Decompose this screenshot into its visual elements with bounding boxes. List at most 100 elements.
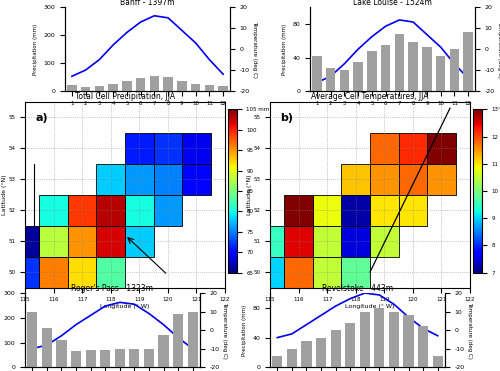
- Bar: [342, 195, 370, 226]
- Bar: [398, 133, 427, 164]
- Title: Average Cell Temperatures, JJA: Average Cell Temperatures, JJA: [311, 92, 429, 101]
- Bar: [56, 340, 66, 367]
- Bar: [182, 164, 210, 195]
- Bar: [96, 257, 125, 288]
- Bar: [256, 226, 284, 257]
- Bar: [158, 335, 168, 367]
- Bar: [40, 195, 68, 226]
- Bar: [360, 312, 370, 367]
- Bar: [125, 195, 154, 226]
- Bar: [71, 351, 81, 367]
- Bar: [96, 195, 125, 226]
- Bar: [154, 133, 182, 164]
- Y-axis label: Latitude (°N): Latitude (°N): [2, 174, 7, 215]
- X-axis label: Longitude (° W): Longitude (° W): [100, 303, 150, 309]
- Bar: [10, 257, 40, 288]
- Bar: [164, 77, 173, 91]
- Y-axis label: Temperature (deg C): Temperature (deg C): [222, 302, 227, 359]
- Bar: [10, 226, 40, 257]
- Bar: [342, 257, 370, 288]
- Bar: [330, 330, 340, 367]
- Bar: [427, 164, 456, 195]
- Bar: [173, 314, 183, 367]
- Bar: [284, 195, 313, 226]
- Bar: [125, 133, 154, 164]
- Bar: [144, 349, 154, 367]
- Bar: [313, 257, 342, 288]
- Bar: [10, 288, 40, 318]
- Bar: [422, 47, 432, 91]
- Bar: [191, 84, 200, 91]
- Bar: [342, 226, 370, 257]
- Y-axis label: Temperature (deg C): Temperature (deg C): [252, 21, 257, 78]
- Text: b): b): [280, 113, 293, 123]
- Bar: [130, 349, 140, 367]
- Text: a): a): [35, 113, 48, 123]
- Bar: [284, 288, 313, 318]
- Bar: [370, 164, 398, 195]
- Bar: [40, 257, 68, 288]
- Bar: [408, 43, 418, 91]
- Y-axis label: Precipitation (mm): Precipitation (mm): [242, 305, 247, 356]
- Bar: [345, 323, 356, 367]
- Bar: [150, 76, 159, 91]
- Bar: [272, 356, 282, 367]
- Y-axis label: Temperature (deg C): Temperature (deg C): [467, 302, 472, 359]
- Bar: [370, 195, 398, 226]
- Bar: [284, 226, 313, 257]
- Y-axis label: Precipitation (mm): Precipitation (mm): [33, 23, 38, 75]
- Bar: [177, 81, 186, 91]
- Bar: [154, 164, 182, 195]
- Bar: [40, 288, 68, 318]
- X-axis label: Longitude (° W): Longitude (° W): [346, 303, 395, 309]
- Bar: [287, 349, 297, 367]
- Bar: [367, 51, 376, 91]
- Bar: [96, 226, 125, 257]
- Bar: [67, 85, 76, 91]
- Bar: [316, 338, 326, 367]
- Bar: [418, 326, 428, 367]
- Bar: [96, 164, 125, 195]
- Title: Lake Louise - 1524m: Lake Louise - 1524m: [353, 0, 432, 7]
- Bar: [136, 78, 145, 91]
- Bar: [182, 133, 210, 164]
- Bar: [100, 350, 110, 367]
- Bar: [68, 257, 96, 288]
- Bar: [340, 70, 349, 91]
- Title: Roger's Pass - 1323m: Roger's Pass - 1323m: [72, 284, 154, 293]
- Bar: [68, 288, 96, 318]
- Bar: [313, 195, 342, 226]
- Title: Revelstoke - 443m: Revelstoke - 443m: [322, 284, 393, 293]
- Bar: [312, 56, 322, 91]
- Bar: [188, 312, 198, 367]
- Bar: [436, 56, 446, 91]
- Bar: [313, 226, 342, 257]
- Bar: [389, 312, 399, 367]
- Bar: [432, 356, 443, 367]
- Bar: [204, 85, 214, 91]
- Bar: [354, 62, 363, 91]
- Bar: [313, 288, 342, 318]
- Bar: [398, 164, 427, 195]
- Bar: [464, 32, 473, 91]
- Bar: [68, 195, 96, 226]
- Y-axis label: Precipitation (mm): Precipitation (mm): [282, 23, 287, 75]
- Bar: [256, 257, 284, 288]
- Bar: [398, 195, 427, 226]
- Bar: [381, 45, 390, 91]
- Bar: [370, 133, 398, 164]
- Y-axis label: Latitude (°N): Latitude (°N): [247, 174, 252, 215]
- Bar: [27, 312, 38, 367]
- Bar: [125, 164, 154, 195]
- Bar: [450, 49, 459, 91]
- Title: Total Cell Precipitation, JJA: Total Cell Precipitation, JJA: [75, 92, 175, 101]
- Title: Banff - 1397m: Banff - 1397m: [120, 0, 175, 7]
- Bar: [302, 341, 312, 367]
- Bar: [40, 226, 68, 257]
- Bar: [370, 226, 398, 257]
- Bar: [404, 315, 413, 367]
- Bar: [114, 349, 125, 367]
- Bar: [81, 87, 90, 91]
- Bar: [394, 34, 404, 91]
- Bar: [427, 133, 456, 164]
